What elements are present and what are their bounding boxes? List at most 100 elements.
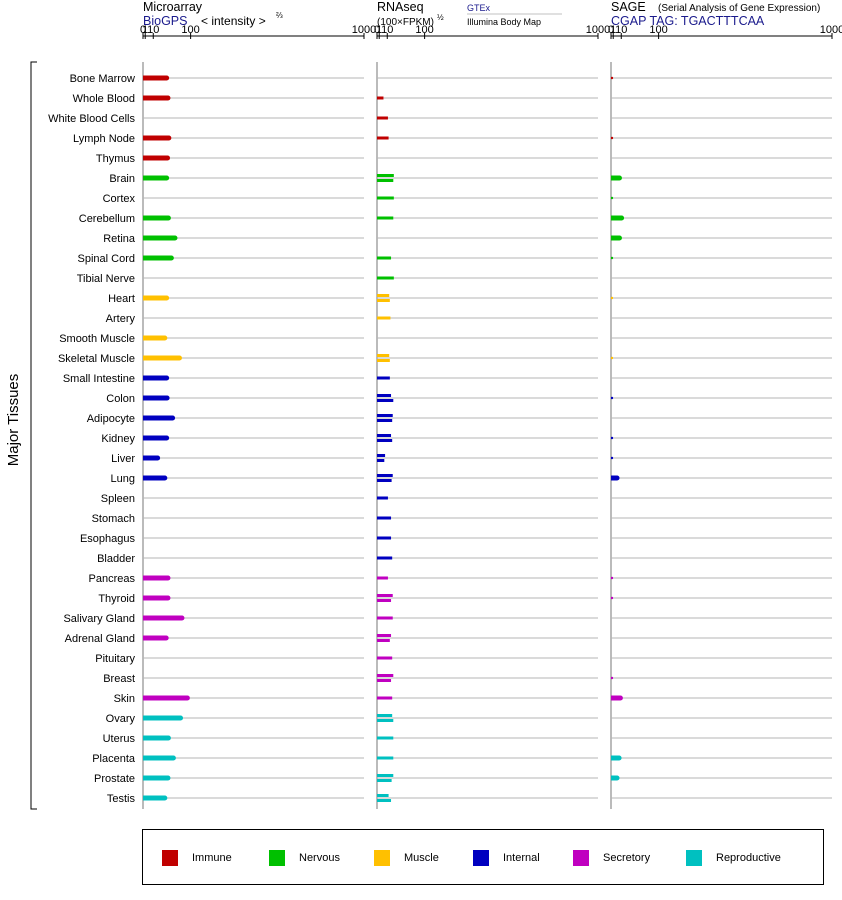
tissue-label: Retina: [103, 233, 136, 245]
x-tick-label: 1000: [820, 24, 842, 36]
gtex-bar: [377, 454, 386, 457]
gtex-bar: [377, 276, 394, 280]
microarray-title: Microarray: [143, 0, 203, 14]
gtex-bar: [377, 794, 389, 797]
x-tick-label: 10: [147, 24, 159, 36]
microarray-bar: [143, 775, 168, 781]
gtex-bar: [377, 576, 388, 580]
gtex-bar: [377, 174, 394, 177]
microarray-bar: [143, 355, 180, 361]
sage-dot: [610, 396, 614, 400]
tissue-label: Ovary: [106, 713, 136, 725]
microarray-bar-end: [164, 375, 170, 381]
illumina-bar: [377, 799, 392, 802]
sage-bar-end: [616, 175, 622, 181]
illumina-label: Illumina Body Map: [467, 17, 541, 27]
microarray-bar-end: [164, 175, 170, 181]
illumina-bar: [377, 179, 394, 182]
gtex-bar: [377, 216, 394, 220]
sage-bar-end: [616, 235, 622, 241]
tissue-label: Stomach: [92, 513, 135, 525]
microarray-bar-end: [184, 695, 190, 701]
sage-bar-end: [617, 695, 623, 701]
tissue-label: Brain: [109, 173, 135, 185]
sage-description: (Serial Analysis of Gene Expression): [658, 3, 820, 14]
gtex-bar: [377, 474, 393, 477]
sage-bar: [611, 215, 622, 221]
microarray-bar-end: [165, 595, 171, 601]
microarray-bar-end: [170, 415, 176, 421]
legend-swatch: [473, 850, 489, 866]
microarray-bar-end: [164, 295, 170, 301]
rnaseq-unit: (100×FPKM): [377, 17, 434, 28]
tissue-label: Bladder: [97, 553, 135, 565]
microarray-bar: [143, 415, 173, 421]
microarray-bar-end: [178, 715, 184, 721]
microarray-bar-end: [164, 435, 170, 441]
legend-item: Nervous: [269, 849, 340, 867]
sage-title: SAGE: [611, 0, 646, 14]
tissue-label: Testis: [107, 793, 136, 805]
rnaseq-title: RNAseq: [377, 0, 424, 14]
x-tick-label: 0: [140, 24, 146, 36]
tissue-label: Thyroid: [98, 593, 135, 605]
legend-item: Muscle: [374, 849, 439, 867]
gtex-bar: [377, 634, 392, 637]
tissue-label: Adrenal Gland: [65, 633, 135, 645]
legend-label: Nervous: [299, 852, 340, 864]
tissue-label: Bone Marrow: [70, 73, 135, 85]
sage-dot: [610, 436, 614, 440]
microarray-bar-end: [176, 355, 182, 361]
microarray-bar: [143, 715, 181, 721]
legend-label: Secretory: [603, 852, 651, 864]
sage-bar-end: [614, 775, 620, 781]
sage-bar: [611, 695, 621, 701]
microarray-bar-end: [165, 575, 171, 581]
tissue-label: Spleen: [101, 493, 135, 505]
microarray-bar-end: [165, 775, 171, 781]
sage-dot: [610, 676, 614, 680]
microarray-bar-end: [164, 75, 170, 81]
legend-item: Reproductive: [686, 849, 781, 867]
x-tick-label: 1000: [352, 24, 376, 36]
legend-item: Internal: [473, 849, 540, 867]
sage-tag: CGAP TAG: TGACTTTCAA: [611, 14, 765, 28]
microarray-bar-end: [165, 215, 171, 221]
microarray-bar-end: [179, 615, 185, 621]
x-tick-label: 1: [376, 24, 382, 36]
illumina-bar: [377, 616, 393, 620]
tissue-label: Liver: [111, 453, 135, 465]
illumina-bar: [377, 719, 394, 722]
gtex-bar: [377, 756, 394, 760]
microarray-bar: [143, 475, 165, 481]
microarray-bar: [143, 95, 168, 101]
gtex-bar: [377, 196, 394, 200]
tissue-label: Small Intestine: [63, 373, 135, 385]
tissue-label: Kidney: [101, 433, 135, 445]
legend-item: Secretory: [573, 849, 650, 867]
gtex-bar: [377, 774, 394, 777]
sage-dot: [610, 76, 614, 80]
gtex-bar: [377, 294, 390, 297]
tissue-label: Heart: [108, 293, 135, 305]
legend-label: Internal: [503, 852, 540, 864]
microarray-bar: [143, 375, 167, 381]
microarray-bar: [143, 135, 169, 141]
x-tick-label: 10: [381, 24, 393, 36]
gtex-bar: [377, 536, 392, 540]
tissue-label: Esophagus: [80, 533, 136, 545]
tissue-label: Uterus: [103, 733, 136, 745]
gtex-bar: [377, 414, 393, 417]
y-axis-label: Major Tissues: [5, 374, 22, 467]
x-tick-label: 100: [415, 24, 433, 36]
illumina-bar: [377, 459, 385, 462]
sage-dot: [610, 456, 614, 460]
microarray-bar: [143, 615, 182, 621]
gtex-bar: [377, 376, 390, 380]
microarray-bar: [143, 595, 168, 601]
legend-label: Reproductive: [716, 852, 781, 864]
microarray-header: Microarray BioGPS < intensity > ⅔: [143, 0, 283, 28]
illumina-bar: [377, 639, 390, 642]
x-tick-label: 1: [610, 24, 616, 36]
